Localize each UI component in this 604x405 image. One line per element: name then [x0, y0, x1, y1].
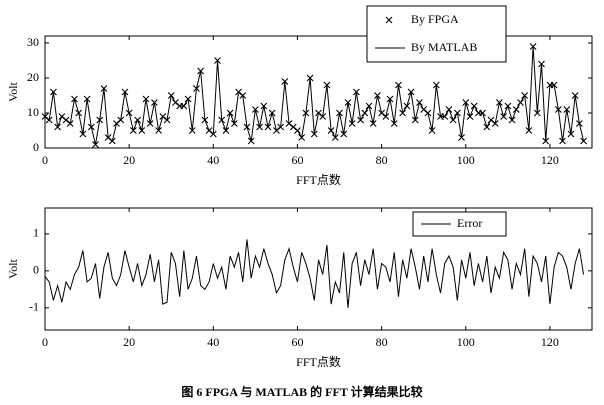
legend-box — [412, 211, 507, 237]
x-tick-label: 20 — [123, 335, 135, 349]
x-tick-label: 60 — [291, 153, 303, 167]
x-tick-label: 60 — [291, 335, 303, 349]
x-axis-label: FFT点数 — [296, 354, 341, 369]
y-tick-label: 1 — [33, 226, 39, 240]
plot-frame — [44, 207, 593, 331]
legend-label: By MATLAB — [411, 40, 477, 54]
marker — [385, 16, 393, 24]
y-tick-label: -1 — [29, 300, 39, 314]
y-tick-label: 0 — [33, 263, 39, 277]
x-tick-label: 80 — [376, 153, 388, 167]
plot-frame — [44, 35, 593, 149]
y-axis-label: Volt — [6, 81, 20, 101]
data-line — [44, 46, 585, 145]
caption: 图 6 FPGA 与 MATLAB 的 FFT 计算结果比较 — [181, 384, 422, 399]
y-tick-label: 20 — [27, 70, 39, 84]
x-tick-label: 0 — [42, 335, 48, 349]
x-axis-label: FFT点数 — [296, 172, 341, 187]
legend-label: By FPGA — [411, 12, 459, 26]
y-tick-label: 0 — [33, 140, 39, 154]
x-tick-label: 80 — [376, 335, 388, 349]
x-tick-label: 120 — [541, 335, 559, 349]
marker — [580, 137, 587, 145]
x-tick-label: 100 — [457, 335, 475, 349]
x-tick-label: 0 — [42, 153, 48, 167]
data-line — [44, 239, 585, 308]
y-tick-label: 30 — [27, 35, 39, 49]
x-tick-label: 40 — [207, 335, 219, 349]
y-tick-label: 10 — [27, 105, 39, 119]
y-axis-label: Volt — [6, 258, 20, 278]
legend-box — [366, 5, 507, 63]
x-tick-label: 100 — [457, 153, 475, 167]
x-tick-label: 20 — [123, 153, 135, 167]
x-tick-label: 40 — [207, 153, 219, 167]
x-tick-label: 120 — [541, 153, 559, 167]
legend-label: Error — [457, 216, 482, 230]
